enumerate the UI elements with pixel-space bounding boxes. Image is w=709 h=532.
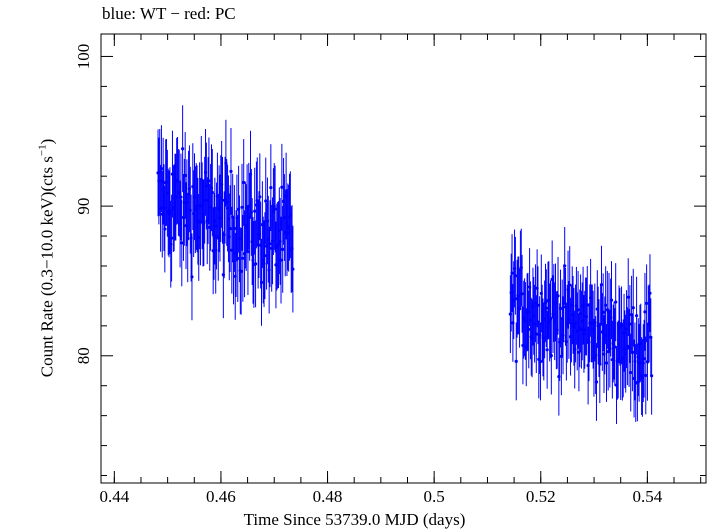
data-point [229, 169, 233, 173]
chart-title: blue: WT − red: PC [102, 4, 236, 23]
data-point [609, 298, 614, 302]
data-point [255, 199, 259, 203]
data-point [536, 303, 540, 307]
data-point [630, 350, 635, 354]
data-point [263, 254, 267, 258]
data-point [210, 190, 214, 194]
data-point [544, 306, 548, 310]
x-tick-label: 0.46 [206, 487, 236, 506]
data-point [241, 256, 245, 260]
data-point [268, 242, 272, 246]
axis-ticks: 0.44 0.46 0.48 0.5 0.52 0.54 80 90 100 [74, 34, 706, 506]
data-point [510, 271, 514, 275]
data-point [538, 359, 543, 364]
data-points [156, 105, 654, 424]
data-point [631, 306, 635, 310]
data-point [186, 237, 190, 241]
data-point [520, 292, 524, 296]
data-point [236, 256, 240, 261]
x-axis-label: Time Since 53739.0 MJD (days) [243, 510, 466, 529]
data-point [643, 310, 647, 314]
data-point [556, 294, 560, 298]
data-point [568, 283, 572, 287]
data-point [626, 295, 630, 299]
data-point [179, 195, 183, 199]
data-point [594, 380, 599, 384]
y-tick-label: 80 [74, 347, 93, 364]
data-point [240, 205, 244, 209]
data-point [159, 166, 164, 171]
data-point [604, 303, 608, 307]
data-point [207, 179, 211, 183]
x-tick-label: 0.5 [424, 487, 445, 506]
data-point [634, 314, 639, 318]
data-point [239, 269, 243, 273]
data-point [549, 353, 553, 358]
data-point [269, 185, 273, 190]
data-point [604, 361, 609, 365]
data-point [259, 280, 264, 284]
data-point [273, 207, 277, 211]
data-point [650, 374, 654, 378]
data-point [163, 227, 167, 231]
data-point [534, 332, 538, 336]
data-point [545, 348, 549, 352]
data-point [644, 373, 648, 378]
data-point [264, 199, 268, 203]
data-point [601, 310, 605, 314]
data-point [258, 195, 262, 199]
data-point [599, 283, 604, 287]
data-point [183, 173, 187, 178]
data-point [190, 275, 194, 279]
data-point [648, 291, 652, 295]
data-point [280, 185, 284, 189]
data-point [558, 306, 563, 311]
data-point [585, 303, 589, 307]
x-tick-label: 0.52 [526, 487, 556, 506]
data-point [629, 370, 633, 375]
data-point [220, 198, 225, 202]
data-point [613, 345, 617, 349]
data-point [614, 300, 618, 304]
data-point [628, 322, 632, 326]
data-point [563, 264, 567, 268]
data-point [527, 327, 531, 332]
y-axis-label-sup: −1 [36, 144, 49, 157]
data-point [180, 241, 184, 245]
data-point [513, 274, 517, 278]
data-point [246, 250, 250, 254]
data-point [279, 258, 283, 262]
y-tick-label: 90 [74, 198, 93, 215]
x-tick-label: 0.44 [99, 487, 129, 506]
y-tick-label: 100 [74, 44, 93, 69]
data-point [242, 180, 246, 185]
x-tick-label: 0.48 [313, 487, 343, 506]
data-point [181, 147, 185, 151]
data-point [645, 301, 649, 305]
data-point [514, 359, 518, 363]
data-point [170, 236, 174, 240]
data-point [228, 227, 232, 231]
data-point [281, 247, 285, 251]
x-tick-label: 0.54 [632, 487, 662, 506]
data-point [606, 350, 610, 354]
y-axis-label-main: Count Rate (0.3−10.0 keV)(cts s [37, 156, 57, 378]
data-point [598, 362, 602, 366]
y-axis-label-end: ) [37, 138, 57, 145]
data-point [232, 226, 236, 231]
data-point [253, 262, 258, 266]
y-axis-label: Count Rate (0.3−10.0 keV)(cts s−1) [37, 139, 58, 378]
data-point [642, 357, 646, 361]
data-point [253, 209, 257, 213]
data-point [291, 267, 295, 271]
plot-frame [100, 33, 707, 484]
data-point [576, 308, 580, 312]
